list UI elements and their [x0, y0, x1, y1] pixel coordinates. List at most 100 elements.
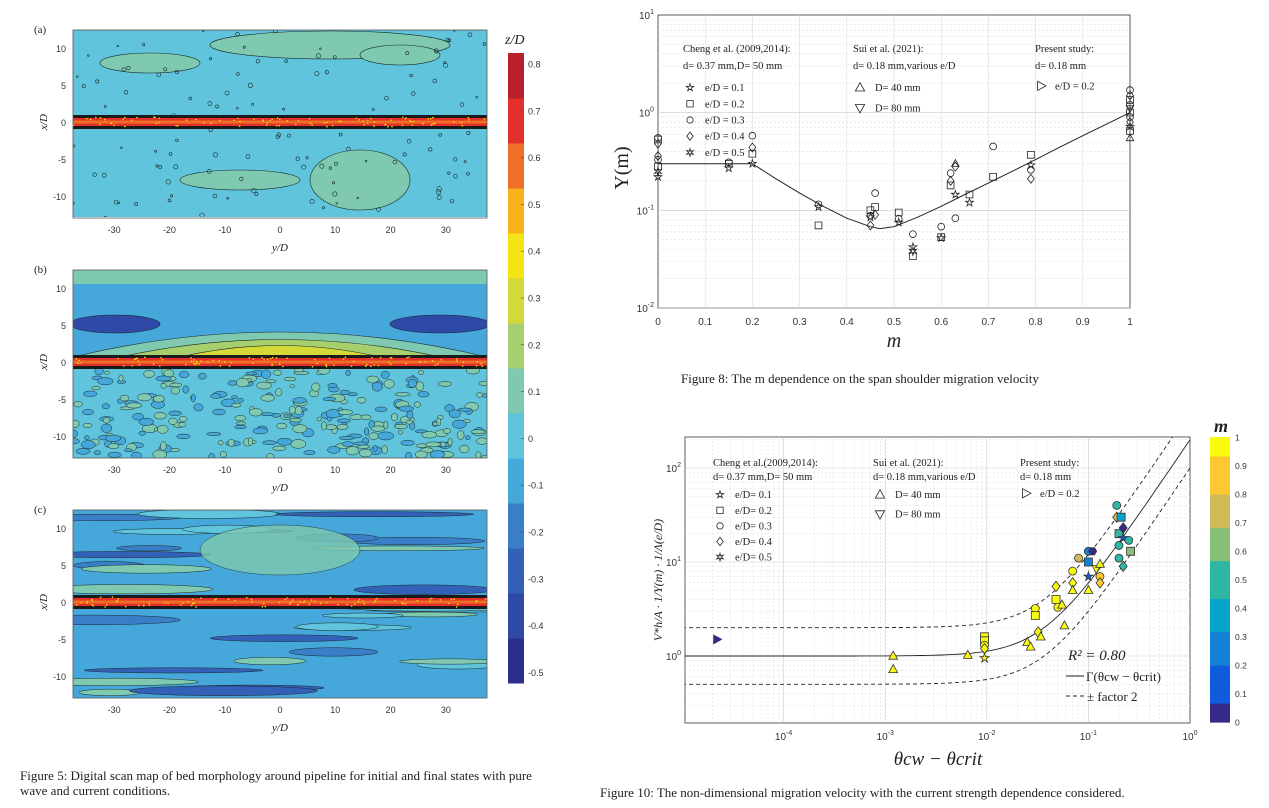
pipeline-speck: [266, 358, 269, 361]
ripple-patch: [321, 421, 327, 431]
pipeline-speck: [105, 603, 108, 606]
marker-circle: [814, 200, 823, 209]
marker-diamond: [946, 175, 955, 186]
marker-square: [686, 100, 694, 108]
marker-tri-down: [854, 104, 866, 114]
pipeline-speck: [353, 603, 356, 605]
x-axis-label: y/D: [271, 242, 288, 254]
pipeline-speck: [75, 358, 78, 360]
pipeline-speck: [86, 600, 89, 603]
legend-item-label: e/D = 0.2: [705, 99, 744, 110]
pipeline-speck: [402, 116, 404, 118]
pipeline-speck: [447, 602, 450, 605]
ripple-patch: [398, 430, 403, 435]
colorbar-segment: [1210, 551, 1230, 557]
colorbar-segment: [1210, 669, 1230, 676]
colorbar-segment: [1210, 522, 1230, 528]
contour-speck: [319, 47, 322, 51]
legend-item-label: e/D= 0.5: [735, 553, 772, 564]
x-tick-label: 0.7: [981, 317, 995, 328]
y-axis-label: V*h/A · 1/Υ(m) · 1/Λ(e/D): [651, 519, 665, 641]
ripple-patch: [272, 445, 287, 451]
colorbar-segment: [1210, 456, 1230, 462]
marker-circle: [909, 230, 917, 238]
pipeline-speck: [265, 124, 268, 126]
ripple-patch: [101, 403, 110, 410]
colorbar-segment: [508, 188, 524, 234]
band-legend-label: ± factor 2: [1087, 689, 1137, 704]
pipeline-speck: [373, 364, 376, 366]
pipeline-speck: [337, 603, 339, 606]
pipeline-speck: [233, 119, 235, 122]
pipeline-speck: [325, 365, 328, 368]
contour-speck: [239, 176, 244, 181]
ripple-patch: [168, 417, 178, 425]
pipeline-speck: [358, 598, 361, 601]
marker-star5: [978, 651, 991, 664]
contour-speck: [475, 96, 478, 99]
legend-cheng-subtitle: d= 0.37 mm,D= 50 mm: [683, 61, 782, 72]
contour-speck: [338, 132, 343, 137]
colorbar-segment: [1210, 655, 1230, 661]
ripple-patch: [406, 410, 414, 420]
pipeline-speck: [200, 597, 202, 599]
x-tick-label: 30: [441, 465, 451, 475]
contour-speck: [170, 194, 174, 198]
colorbar-segment: [1210, 508, 1230, 514]
ripple-patch: [210, 393, 222, 399]
pipeline-speck: [261, 356, 263, 359]
ripple-patch: [234, 425, 247, 429]
ripple-patch: [262, 440, 277, 445]
ripple-patch: [366, 375, 380, 384]
marker-star5: [747, 158, 758, 169]
contour-speck: [73, 144, 76, 148]
ripple-patch: [249, 408, 263, 417]
ripple-patch: [275, 388, 283, 397]
ripple-patch: [447, 437, 453, 447]
ripple-patch: [391, 412, 398, 422]
ripple-patch: [394, 392, 411, 397]
legend-item-label: D= 40 mm: [895, 490, 941, 501]
pipeline-speck: [390, 357, 393, 359]
pipeline-speck: [75, 604, 78, 606]
marker-circle: [724, 158, 733, 167]
pipeline-speck: [263, 358, 265, 361]
ripple-patch: [415, 381, 425, 391]
ripple-patch: [341, 441, 354, 447]
colorbar-segment: [1210, 612, 1230, 619]
pipeline-speck: [177, 125, 179, 127]
x-tick-label: 0.8: [1029, 317, 1043, 328]
colorbar-tick-label: 0.6: [528, 153, 541, 163]
contour-speck: [207, 169, 212, 174]
pipeline-speck: [416, 599, 419, 602]
x-tick-label: 0: [655, 317, 661, 328]
marker-star5: [1025, 159, 1037, 170]
pipeline-speck: [124, 116, 126, 119]
legend-item-label: e/D = 0.2: [1040, 489, 1079, 500]
marker-tri-right: [1037, 80, 1047, 92]
ripple-patch: [417, 391, 430, 398]
colorbar-segment: [1210, 717, 1230, 723]
ripple-streak: [288, 647, 379, 657]
marker-diamond: [951, 161, 960, 172]
figure-5-caption-line2: wave and current conditions.: [20, 783, 170, 798]
colorbar-segment: [1210, 579, 1230, 585]
ripple-patch: [356, 397, 367, 404]
ripple-patch: [372, 444, 378, 452]
colorbar-segment: [1210, 517, 1230, 524]
pipeline-speck: [424, 361, 426, 363]
colorbar-segment: [1210, 674, 1230, 680]
colorbar-segment: [508, 458, 524, 504]
pipeline-speck: [401, 124, 404, 127]
ripple-patch: [170, 386, 180, 395]
pipeline-speck: [405, 362, 407, 365]
legend-cheng-title: Cheng et al.(2009,2014):: [713, 458, 818, 469]
contour-speck: [163, 67, 168, 72]
ripple-patch: [368, 432, 380, 440]
pipeline-speck: [130, 119, 133, 122]
pipeline-speck: [440, 358, 443, 361]
x-tick-label: 0: [277, 225, 282, 235]
pipeline-speck: [270, 357, 272, 360]
axis-ticks: 0 0.1 0.2 0.3 0.4 0.5 0.6 0.7 0.8 0.9 1 101 100 10-1 1…: [637, 9, 1134, 328]
pipeline-speck: [227, 598, 230, 600]
